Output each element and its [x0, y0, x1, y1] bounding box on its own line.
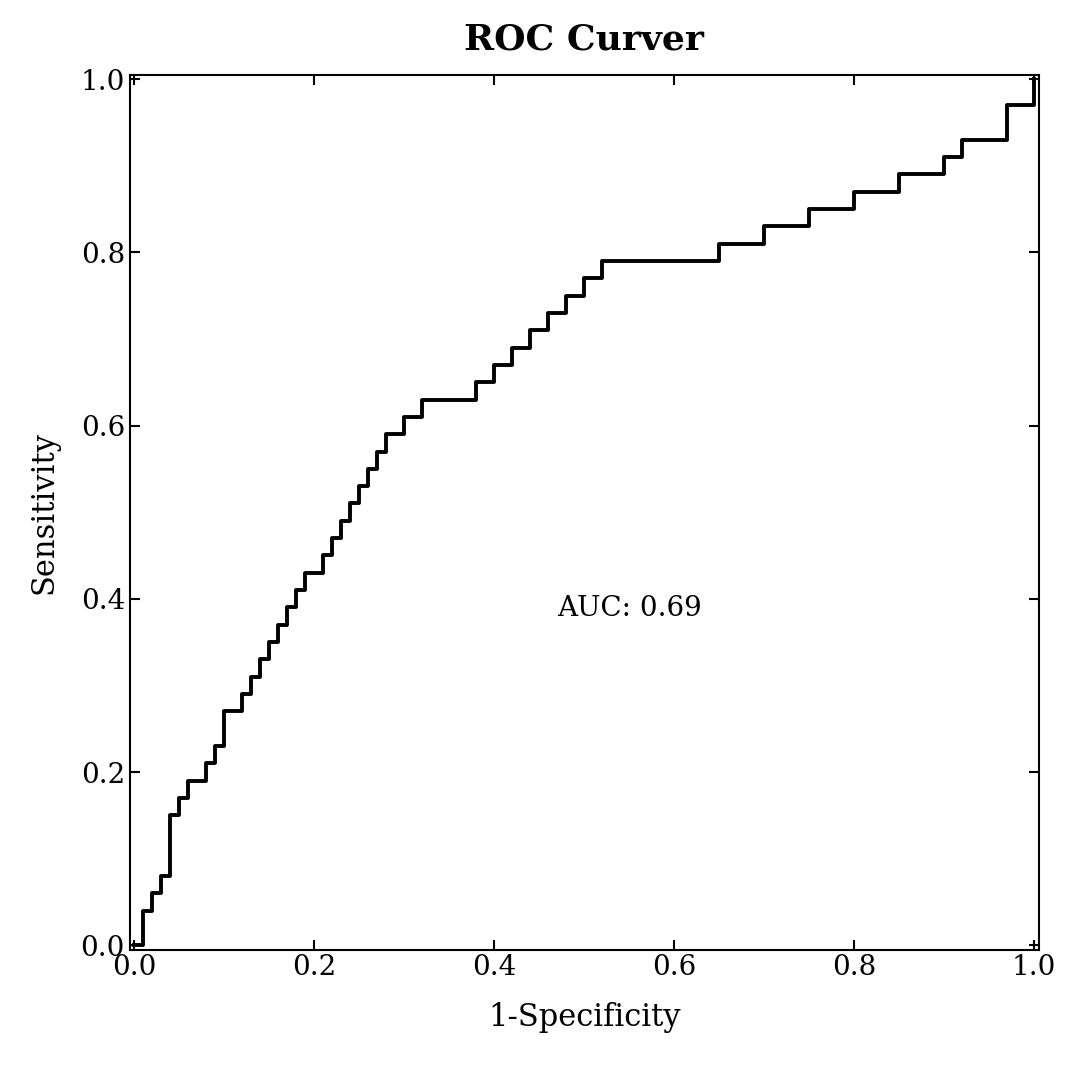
X-axis label: 1-Specificity: 1-Specificity	[488, 1002, 681, 1033]
Y-axis label: Sensitivity: Sensitivity	[29, 431, 60, 593]
Title: ROC Curver: ROC Curver	[464, 22, 704, 57]
Text: AUC: 0.69: AUC: 0.69	[557, 595, 702, 622]
